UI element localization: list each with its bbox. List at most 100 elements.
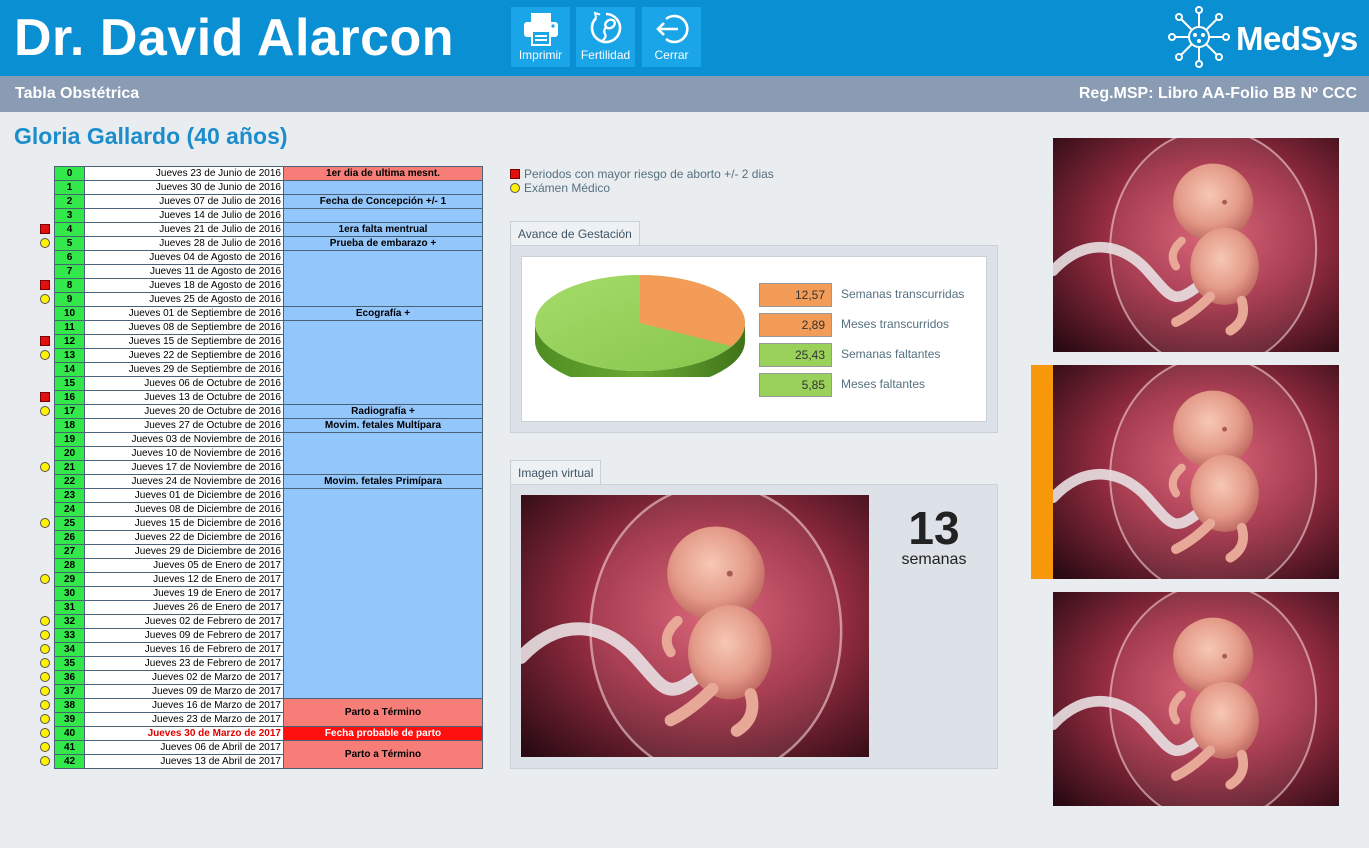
event-cell: Fecha de Concepción +/- 1 xyxy=(283,194,483,209)
table-row: 22 Jueves 24 de Noviembre de 2016 Movim. f… xyxy=(54,474,483,489)
print-button[interactable]: Imprimir xyxy=(511,7,570,67)
week-cell: 2 xyxy=(54,194,85,209)
date-cell: Jueves 24 de Noviembre de 2016 xyxy=(84,474,284,489)
event-cell: Prueba de embarazo + xyxy=(283,236,483,251)
exam-marker-icon xyxy=(40,294,50,304)
fertility-button-label: Fertilidad xyxy=(580,48,631,62)
week-cell: 42 xyxy=(54,754,85,769)
week-cell: 7 xyxy=(54,264,85,279)
date-cell: Jueves 06 de Abril de 2017 xyxy=(84,740,284,755)
week-cell: 36 xyxy=(54,670,85,685)
week-cell: 15 xyxy=(54,376,85,391)
event-cell: 1er dia de ultima mesnt. xyxy=(283,166,483,181)
date-cell: Jueves 21 de Julio de 2016 xyxy=(84,222,284,237)
exam-marker-icon xyxy=(40,406,50,416)
pie-elapsed-slice xyxy=(640,275,746,347)
week-cell: 32 xyxy=(54,614,85,629)
week-cell: 30 xyxy=(54,586,85,601)
gestation-pie-chart xyxy=(535,275,746,377)
risk-marker-icon xyxy=(40,224,50,234)
table-row: 5 Jueves 28 de Julio de 2016 Prueba de emb… xyxy=(54,236,483,251)
table-row: 9 Jueves 25 de Agosto de 2016 xyxy=(54,292,483,307)
week-cell: 31 xyxy=(54,600,85,615)
table-row: 8 Jueves 18 de Agosto de 2016 xyxy=(54,278,483,293)
date-cell: Jueves 20 de Octubre de 2016 xyxy=(84,404,284,419)
date-cell: Jueves 26 de Enero de 2017 xyxy=(84,600,284,615)
date-cell: Jueves 07 de Julio de 2016 xyxy=(84,194,284,209)
date-cell: Jueves 28 de Julio de 2016 xyxy=(84,236,284,251)
close-button-label: Cerrar xyxy=(654,48,689,62)
event-cell: Movim. fetales Multípara xyxy=(283,418,483,433)
date-cell: Jueves 30 de Junio de 2016 xyxy=(84,180,284,195)
fetus-thumbnail-current[interactable] xyxy=(1053,365,1339,579)
months-elapsed-value: 2,89 xyxy=(759,313,832,337)
fertility-button[interactable]: Fertilidad xyxy=(576,7,635,67)
exam-marker-icon xyxy=(40,756,50,766)
date-cell: Jueves 18 de Agosto de 2016 xyxy=(84,278,284,293)
week-cell: 17 xyxy=(54,404,85,419)
week-cell: 34 xyxy=(54,642,85,657)
week-cell: 19 xyxy=(54,432,85,447)
table-row: 6 Jueves 04 de Agosto de 2016 xyxy=(54,250,483,307)
week-cell: 14 xyxy=(54,362,85,377)
table-row: 0 Jueves 23 de Junio de 2016 1er dia de ul… xyxy=(54,166,483,181)
date-cell: Jueves 23 de Junio de 2016 xyxy=(84,166,284,181)
risk-marker-icon xyxy=(40,392,50,402)
table-row: 2 Jueves 07 de Julio de 2016 Fecha de Conc… xyxy=(54,194,483,209)
date-cell: Jueves 08 de Diciembre de 2016 xyxy=(84,502,284,517)
weeks-left-label: Semanas faltantes xyxy=(841,347,941,361)
week-cell: 20 xyxy=(54,446,85,461)
fetus-thumbnail-previous[interactable] xyxy=(1053,138,1339,352)
date-cell: Jueves 14 de Julio de 2016 xyxy=(84,208,284,223)
table-row: 40 Jueves 30 de Marzo de 2017 Fecha probab… xyxy=(54,726,483,741)
close-button[interactable]: Cerrar xyxy=(642,7,701,67)
event-cell: Parto a Término xyxy=(283,698,483,727)
week-cell: 28 xyxy=(54,558,85,573)
exam-marker-icon xyxy=(40,644,50,654)
exam-marker-icon xyxy=(40,672,50,682)
week-cell: 33 xyxy=(54,628,85,643)
date-cell: Jueves 04 de Agosto de 2016 xyxy=(84,250,284,265)
week-cell: 29 xyxy=(54,572,85,587)
printer-icon xyxy=(523,13,558,46)
week-cell: 38 xyxy=(54,698,85,713)
date-cell: Jueves 15 de Septiembre de 2016 xyxy=(84,334,284,349)
event-cell: Parto a Término xyxy=(283,740,483,769)
week-cell: 3 xyxy=(54,208,85,223)
date-cell: Jueves 25 de Agosto de 2016 xyxy=(84,292,284,307)
tab-avance-gestacion[interactable]: Avance de Gestación xyxy=(510,221,640,246)
week-cell: 25 xyxy=(54,516,85,531)
event-cell xyxy=(283,488,483,699)
date-cell: Jueves 13 de Octubre de 2016 xyxy=(84,390,284,405)
week-cell: 41 xyxy=(54,740,85,755)
week-cell: 16 xyxy=(54,390,85,405)
legend-risk: Periodos con mayor riesgo de aborto +/- … xyxy=(510,167,774,181)
table-row: 7 Jueves 11 de Agosto de 2016 xyxy=(54,264,483,279)
legend-risk-label: Periodos con mayor riesgo de aborto +/- … xyxy=(524,167,774,181)
risk-marker-icon xyxy=(40,336,50,346)
table-row: 10 Jueves 01 de Septiembre de 2016 Ecograf… xyxy=(54,306,483,321)
tab-imagen-virtual[interactable]: Imagen virtual xyxy=(510,460,602,485)
week-cell: 21 xyxy=(54,460,85,475)
date-cell: Jueves 30 de Marzo de 2017 xyxy=(84,726,284,741)
week-cell: 12 xyxy=(54,334,85,349)
date-cell: Jueves 22 de Diciembre de 2016 xyxy=(84,530,284,545)
date-cell: Jueves 17 de Noviembre de 2016 xyxy=(84,460,284,475)
legend: Periodos con mayor riesgo de aborto +/- … xyxy=(510,167,774,195)
date-cell: Jueves 29 de Septiembre de 2016 xyxy=(84,362,284,377)
exam-marker-icon xyxy=(40,714,50,724)
week-cell: 4 xyxy=(54,222,85,237)
risk-marker-icon xyxy=(40,280,50,290)
avance-panel-body: 12,57 Semanas transcurridas 2,89 Meses t… xyxy=(521,256,987,422)
event-cell xyxy=(283,250,483,307)
date-cell: Jueves 16 de Marzo de 2017 xyxy=(84,698,284,713)
exam-marker-icon xyxy=(40,742,50,752)
exam-marker-icon xyxy=(40,462,50,472)
weeks-elapsed-label: Semanas transcurridas xyxy=(841,287,965,301)
table-row: 15 Jueves 06 de Octubre de 2016 xyxy=(54,376,483,391)
exam-marker-icon xyxy=(40,238,50,248)
table-row: 41 Jueves 06 de Abril de 2017 Parto a Térm… xyxy=(54,740,483,769)
avance-panel: 12,57 Semanas transcurridas 2,89 Meses t… xyxy=(510,245,998,433)
week-cell: 1 xyxy=(54,180,85,195)
fetus-thumbnail-next[interactable] xyxy=(1053,592,1339,806)
